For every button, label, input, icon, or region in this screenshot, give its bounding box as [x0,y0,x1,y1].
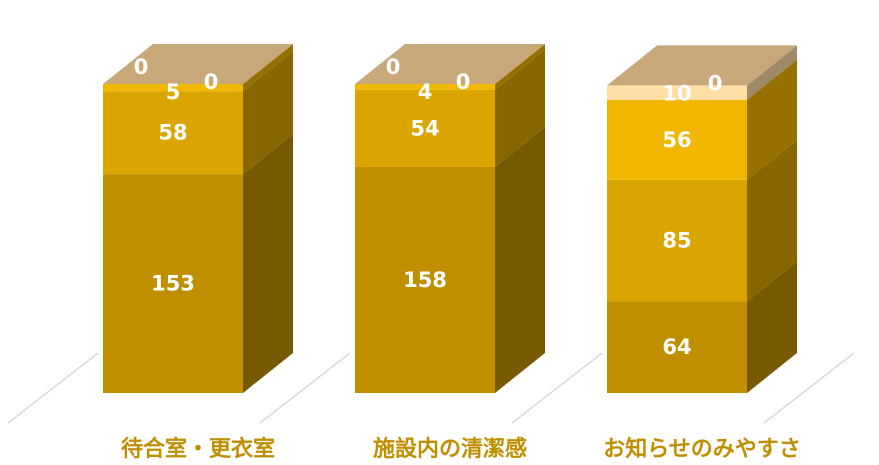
bar-stack [607,45,797,393]
bar-top [607,45,797,86]
bar-stack [355,44,545,393]
data-label: 0 [456,70,471,94]
bar-segment [607,301,747,393]
bar-side [243,51,293,175]
floor-line [7,352,99,424]
bar-segment [607,85,747,100]
bar-segment [355,89,495,167]
category-label: お知らせのみやすさ [603,436,801,462]
bars [103,44,797,393]
bar-side [495,126,545,393]
data-label: 54 [410,116,439,140]
category-label: 施設内の清潔感 [373,436,527,462]
data-label: 5 [166,80,181,104]
category-labels: 待合室・更衣室 施設内の清潔感 お知らせのみやすさ [121,436,801,462]
bar-side [747,261,797,393]
bar-segment [103,91,243,175]
bar-side [495,44,545,90]
data-label: 64 [662,335,691,359]
data-label: 0 [204,70,219,94]
data-label: 153 [151,272,195,296]
bar-side [747,45,797,100]
data-label: 0 [134,55,149,79]
data-label: 56 [662,128,691,152]
bar-side [747,139,797,302]
bar-segment [355,84,495,90]
bar-segment [355,166,495,393]
bar-side [243,134,293,393]
data-label: 10 [662,81,691,105]
bar-stack [103,44,293,393]
bar-top [355,44,545,84]
bar-top [103,44,293,84]
bar-side [495,49,545,167]
data-label: 85 [662,229,691,253]
floor-line [259,352,351,424]
category-label: 待合室・更衣室 [121,436,275,462]
data-label: 4 [418,80,433,104]
bar-side [243,44,293,92]
bar-side [747,59,797,180]
bar-segment [103,174,243,393]
bar-segment [607,179,747,302]
floor-line [763,352,855,424]
data-label: 0 [386,55,401,79]
floor-grid [7,352,855,424]
bar-segment [103,84,243,92]
bar-segment [607,99,747,180]
data-label: 158 [403,268,447,292]
data-label: 58 [158,121,187,145]
floor-line [511,352,603,424]
data-label: 0 [708,71,723,95]
